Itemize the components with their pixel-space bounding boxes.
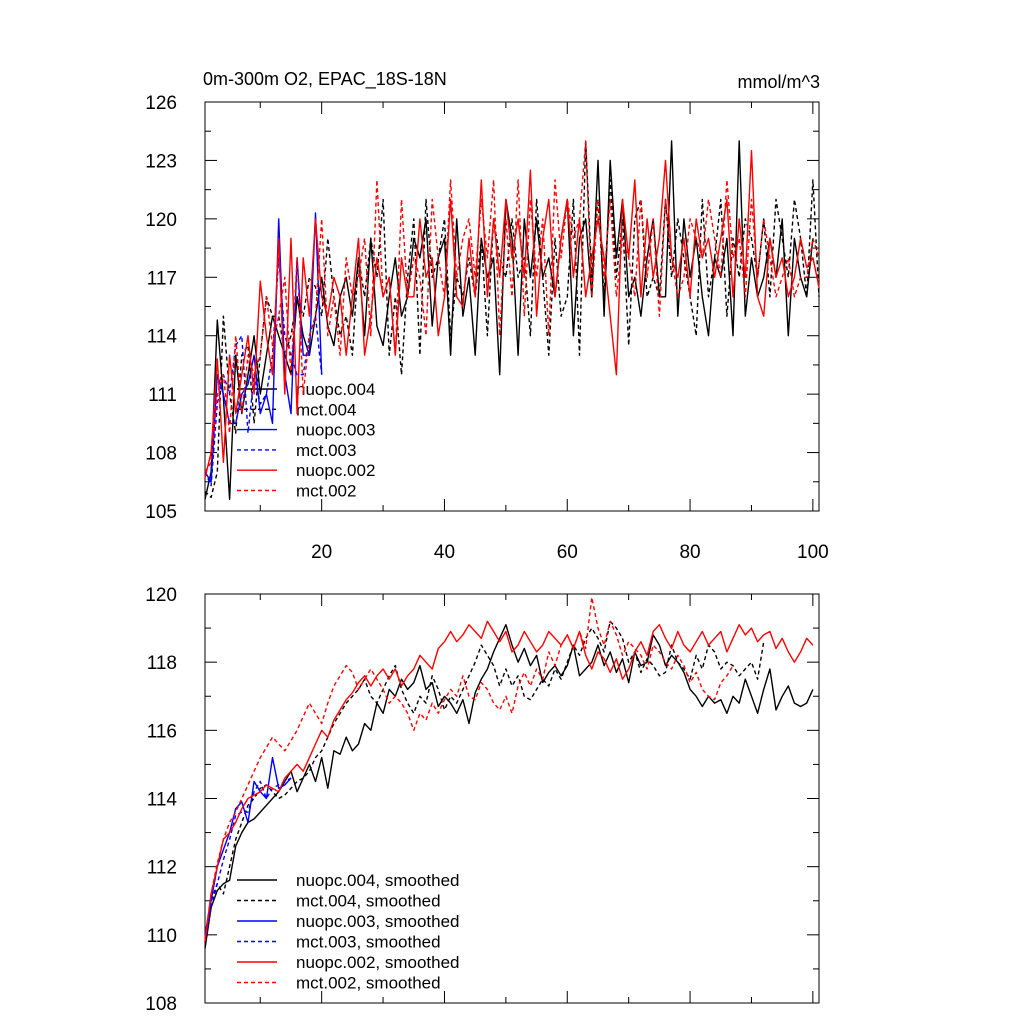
y-tick-label: 114 <box>147 327 178 348</box>
legend-label: nuopc.004, smoothed <box>296 871 460 890</box>
legend-label: mct.002, smoothed <box>296 974 441 993</box>
series-line-nuopc-004 <box>204 140 814 500</box>
legend-label: mct.002 <box>296 482 356 501</box>
series-line-nuopc-002-smoothed <box>204 620 814 942</box>
legend-label: mct.004 <box>296 400 356 419</box>
y-tick-label: 111 <box>148 385 177 406</box>
y-tick-label: 114 <box>147 790 178 811</box>
y-tick-label: 116 <box>147 721 177 742</box>
bottom-panel: 108 110 112 114 116 118 120 nuopc.004, smoothed… <box>145 585 820 1015</box>
y-tick-label: 123 <box>145 151 177 172</box>
x-tick-label: 40 <box>434 542 455 563</box>
y-tick-label: 108 <box>145 444 177 465</box>
series-line-nuopc-003-smoothed <box>204 756 292 935</box>
legend-label: nuopc.002, smoothed <box>296 953 460 972</box>
series-line-nuopc-003 <box>204 212 323 483</box>
y-tick-label: 108 <box>145 994 177 1015</box>
series-line-mct-003-smoothed <box>204 777 292 942</box>
series-line-mct-002 <box>204 140 820 473</box>
legend-label: nuopc.003 <box>296 421 375 440</box>
y-tick-label: 117 <box>147 268 177 289</box>
x-tick-label: 60 <box>557 542 578 563</box>
y-tick-label: 120 <box>145 210 177 231</box>
series-line-mct-003 <box>204 257 323 487</box>
y-tick-label: 126 <box>145 93 177 114</box>
y-tick-label: 105 <box>145 502 177 523</box>
legend-label: mct.003, smoothed <box>296 933 441 952</box>
y-tick-label: 118 <box>147 653 177 674</box>
legend-label: nuopc.004 <box>296 380 375 399</box>
legend-label: nuopc.003, smoothed <box>296 912 460 931</box>
legend-label: mct.004, smoothed <box>296 892 441 911</box>
series-line-nuopc-004-smoothed <box>204 624 814 949</box>
legend-label: mct.003 <box>296 441 356 460</box>
top-panel: 0m-300m O2, EPAC_18S-18N mmol/m^3 105 108… <box>145 69 828 563</box>
series-line-nuopc-002 <box>204 149 820 479</box>
series-line-mct-004 <box>204 140 820 499</box>
x-tick-label: 20 <box>311 542 332 563</box>
x-tick-label: 80 <box>679 542 700 563</box>
x-tick-label: 100 <box>797 542 829 563</box>
top-panel-title: 0m-300m O2, EPAC_18S-18N <box>203 69 447 90</box>
y-tick-label: 110 <box>147 926 177 947</box>
y-tick-label: 120 <box>145 585 177 606</box>
y-tick-label: 112 <box>147 858 177 879</box>
legend-label: nuopc.002 <box>296 461 375 480</box>
series-line-mct-002-smoothed <box>204 596 734 939</box>
top-panel-units: mmol/m^3 <box>738 72 820 92</box>
